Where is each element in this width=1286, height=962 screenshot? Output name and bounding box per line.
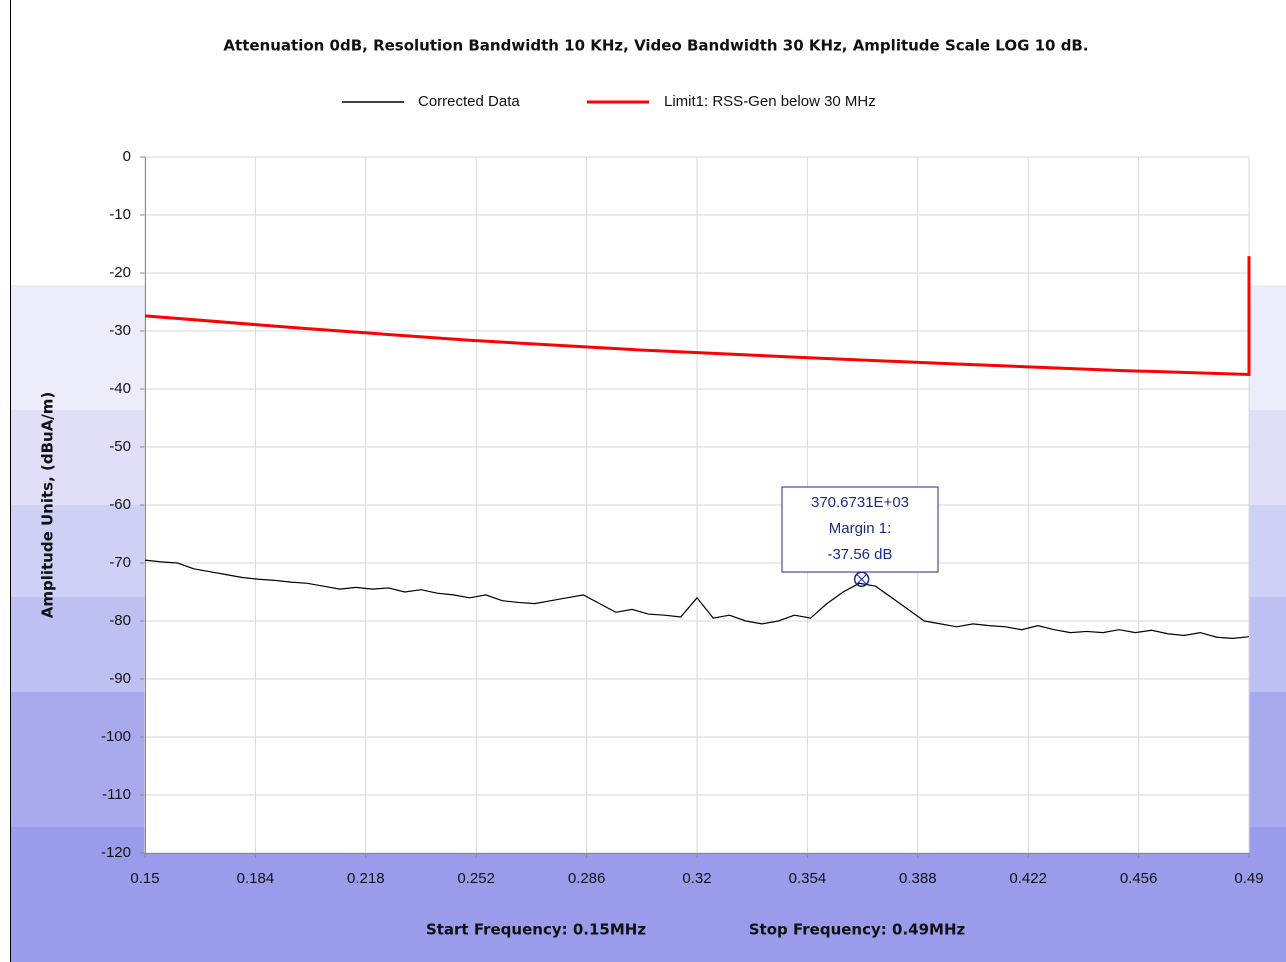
annotation-text: -37.56 dB: [827, 546, 892, 563]
series-line: [144, 256, 1251, 377]
y-tick-label: -50: [109, 438, 131, 455]
y-tick-label: -70: [109, 554, 131, 571]
y-tick-label: -120: [101, 844, 131, 861]
x-tick-label: 0.388: [899, 870, 937, 887]
x-tick-label: 0.49: [1234, 870, 1263, 887]
x-tick-label: 0.456: [1120, 870, 1158, 887]
x-tick-label: 0.218: [347, 870, 385, 887]
chart-title: Attenuation 0dB, Resolution Bandwidth 10…: [223, 37, 1088, 55]
x-tick-label: 0.422: [1009, 870, 1047, 887]
x-tick-label: 0.32: [682, 870, 711, 887]
annotation-text: 370.6731E+03: [811, 494, 909, 511]
y-tick-label: -20: [109, 264, 131, 281]
y-tick-label: -110: [102, 786, 131, 803]
annotation-marker-cross: [856, 573, 867, 585]
legend-label: Corrected Data: [418, 93, 520, 110]
x-tick-label: 0.354: [789, 870, 827, 887]
x-tick-label: 0.252: [457, 870, 495, 887]
x-tick-label: 0.286: [568, 870, 606, 887]
x-tick-label: 0.15: [130, 870, 159, 887]
y-tick-label: -90: [109, 670, 131, 687]
series-line: [144, 559, 1250, 640]
y-tick-label: 0: [123, 148, 131, 165]
y-axis-label: Amplitude Units, (dBuA/m): [39, 392, 57, 619]
annotation-box: [781, 486, 939, 573]
y-tick-label: -40: [109, 380, 131, 397]
legend-label: Limit1: RSS-Gen below 30 MHz: [664, 93, 876, 110]
y-tick-label: -30: [109, 322, 131, 339]
y-tick-label: -10: [109, 206, 131, 223]
footer-text: Stop Frequency: 0.49MHz: [749, 921, 966, 939]
annotation-marker: [853, 571, 870, 587]
y-tick-label: -100: [101, 728, 131, 745]
x-tick-label: 0.184: [237, 870, 275, 887]
y-tick-label: -60: [109, 496, 131, 513]
footer-text: Start Frequency: 0.15MHz: [426, 921, 646, 939]
y-tick-label: -80: [109, 612, 131, 629]
annotation-text: Margin 1:: [829, 520, 892, 537]
